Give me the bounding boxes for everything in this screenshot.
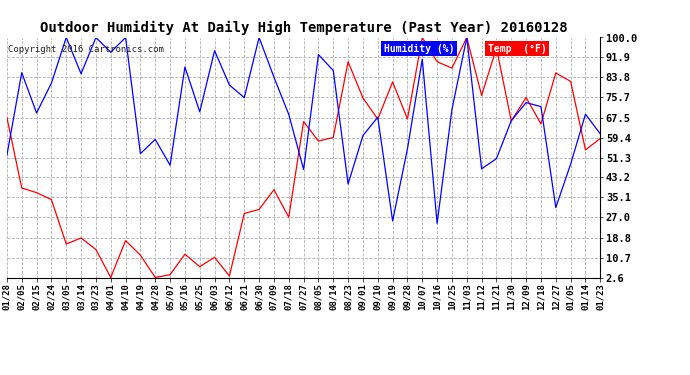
Text: Humidity (%): Humidity (%)	[384, 44, 454, 54]
Text: Copyright 2016 Cartronics.com: Copyright 2016 Cartronics.com	[8, 45, 164, 54]
Text: Temp  (°F): Temp (°F)	[488, 44, 546, 54]
Title: Outdoor Humidity At Daily High Temperature (Past Year) 20160128: Outdoor Humidity At Daily High Temperatu…	[40, 21, 567, 35]
